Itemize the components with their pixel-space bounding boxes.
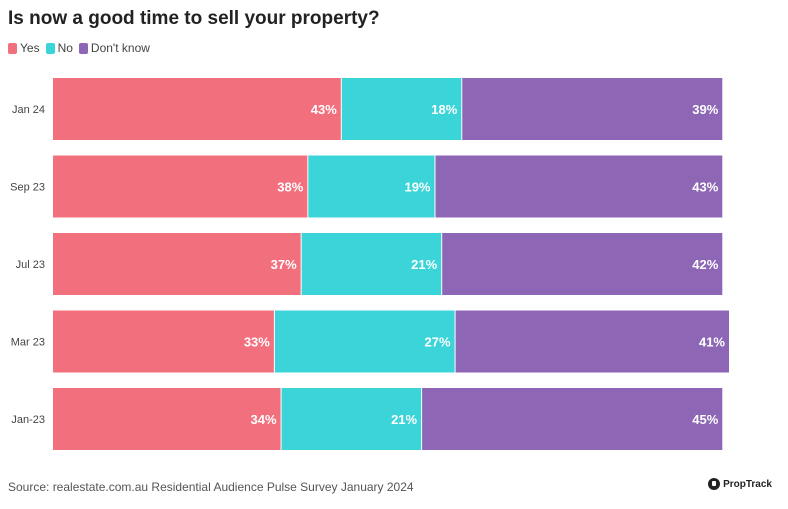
value-label-no-jul-23: 21%	[411, 257, 437, 272]
legend-label-yes: Yes	[20, 41, 40, 55]
value-label-yes-jul-23: 37%	[271, 257, 297, 272]
value-label-don-t-know-jul-23: 42%	[692, 257, 718, 272]
source-note: Source: realestate.com.au Residential Au…	[8, 480, 414, 494]
bar-no-jul-23	[301, 233, 442, 295]
legend-swatch-yes	[8, 42, 17, 54]
category-label-sep-23: Sep 23	[10, 182, 45, 194]
value-label-no-jan-24: 18%	[431, 102, 457, 117]
bar-yes-jul-23	[53, 233, 301, 295]
value-label-no-mar-23: 27%	[425, 335, 451, 350]
value-label-no-sep-23: 19%	[404, 180, 430, 195]
value-label-yes-jan-24: 43%	[311, 102, 337, 117]
bar-don-t-know-jan-24	[462, 78, 723, 140]
bar-don-t-know-sep-23	[435, 155, 723, 218]
proptrack-logo-icon	[708, 478, 721, 490]
legend-swatch-dont-know	[78, 42, 88, 54]
brand-logo: PropTrack	[708, 478, 772, 490]
value-label-don-t-know-jan-23: 45%	[692, 412, 718, 427]
bar-don-t-know-jul-23	[442, 233, 723, 295]
value-label-don-t-know-sep-23: 43%	[692, 180, 718, 195]
chart-title: Is now a good time to sell your property…	[8, 8, 380, 29]
chart-legend: Yes No Don't know	[8, 41, 156, 55]
value-label-yes-mar-23: 33%	[244, 335, 270, 350]
value-label-yes-jan-23: 34%	[251, 412, 277, 427]
bar-no-mar-23	[274, 310, 455, 373]
bar-yes-mar-23	[53, 310, 274, 373]
category-label-jan-23: Jan-23	[11, 414, 45, 426]
bar-don-t-know-mar-23	[455, 310, 729, 373]
legend-item-no: No	[45, 41, 73, 55]
bar-don-t-know-jan-23	[422, 388, 723, 450]
bar-yes-jan-23	[53, 388, 281, 450]
bar-no-jan-23	[281, 388, 422, 450]
bar-yes-jan-24	[53, 78, 341, 140]
value-label-yes-sep-23: 38%	[277, 180, 303, 195]
legend-swatch-no	[45, 42, 55, 54]
value-label-don-t-know-jan-24: 39%	[692, 102, 718, 117]
category-label-jul-23: Jul 23	[16, 259, 45, 271]
legend-label-no: No	[57, 41, 73, 55]
legend-item-yes: Yes	[8, 41, 40, 55]
value-label-no-jan-23: 21%	[391, 412, 417, 427]
category-label-mar-23: Mar 23	[11, 337, 45, 349]
bar-no-jan-24	[341, 78, 462, 140]
category-label-jan-24: Jan 24	[12, 104, 45, 116]
legend-label-dont-know: Don't know	[90, 41, 150, 55]
legend-item-dont-know: Don't know	[78, 41, 150, 55]
bar-yes-sep-23	[53, 155, 308, 218]
bar-no-sep-23	[308, 155, 435, 218]
value-label-don-t-know-mar-23: 41%	[699, 335, 725, 350]
brand-name: PropTrack	[723, 478, 772, 490]
